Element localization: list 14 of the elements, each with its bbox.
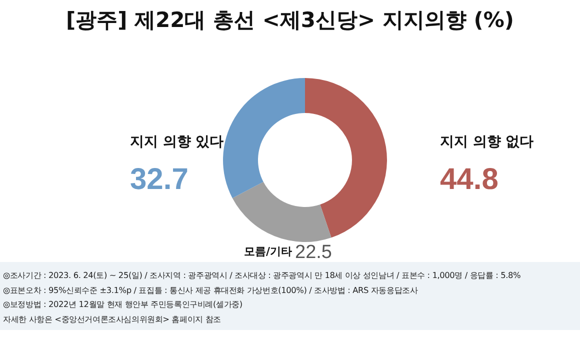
text: 자세한 사항은 <중앙선거여론조사심의위원회> 홈페이지 참조 bbox=[3, 312, 222, 326]
donut-slice bbox=[305, 78, 387, 238]
slice-label: 지지 의향 없다 bbox=[440, 134, 534, 150]
data-label: 32.7 bbox=[130, 163, 188, 196]
text: ◎조사기간 : 2023. 6. 24(토) ~ 25(일) / 조사지역 : 광주광역시 / 조사대상 : 광주광역시 만 18세 이상 성인남녀 / 표본수 : 1,000명 / 응답률 : 5.8% bbox=[3, 269, 522, 282]
data-label: 22.5 bbox=[295, 242, 332, 263]
slice-label: 모름/기타 bbox=[244, 245, 292, 258]
text: ◎표본오차 : 95%신뢰수준 ±3.1%p / 표집틀 : 통신사 제공 휴대전화 가상번호(100%) / 조사방법 : ARS 자동응답조사 bbox=[3, 284, 419, 297]
donut-slice bbox=[223, 78, 305, 198]
chart-title: [광주] 제22대 총선 <제3신당> 지지의향 (%) bbox=[64, 7, 515, 34]
text: ◎보정방법 : 2022년 12월말 현재 행안부 주민등록인구비례(셀가중) bbox=[3, 298, 244, 311]
donut-slice bbox=[232, 182, 332, 242]
slice-label: 지지 의향 있다 bbox=[130, 134, 224, 150]
data-label: 44.8 bbox=[440, 163, 498, 196]
